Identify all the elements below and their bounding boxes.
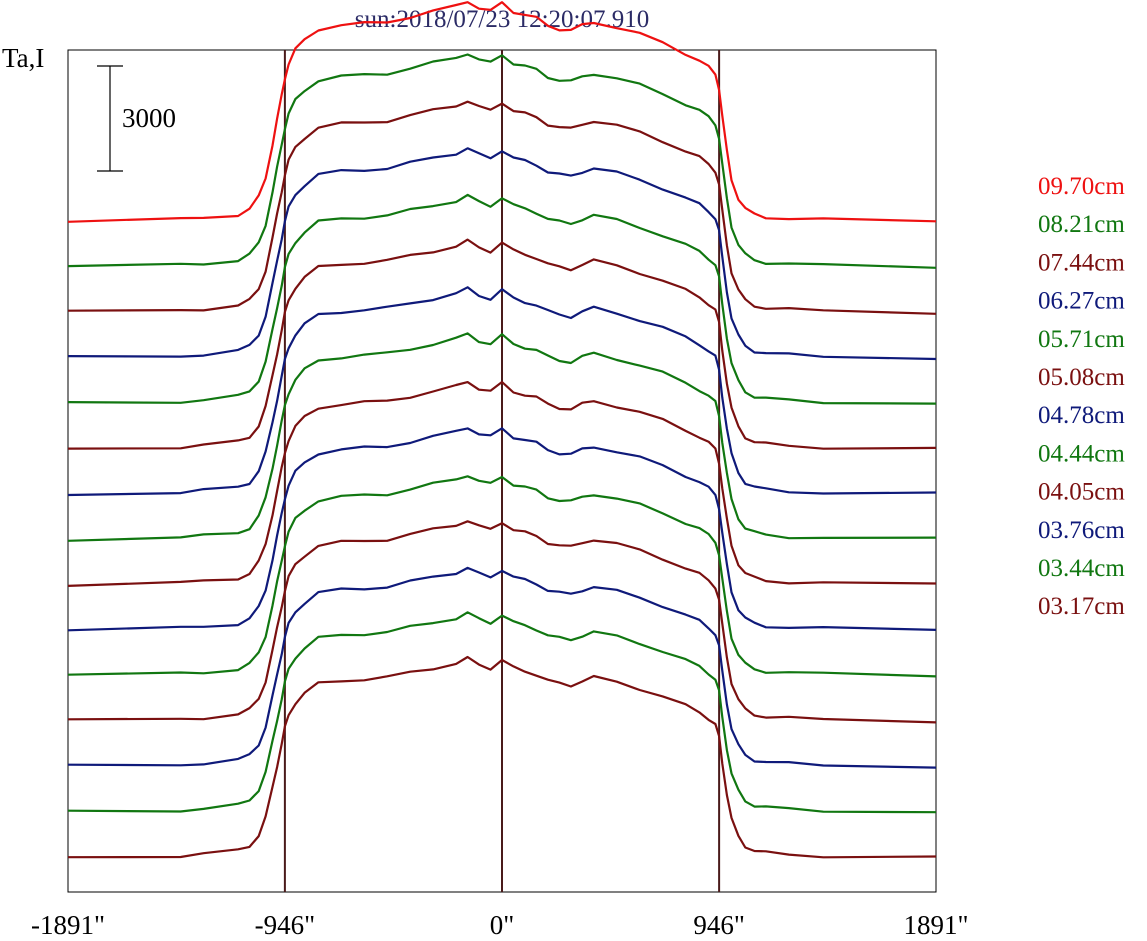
legend-item-04-78cm: 04.78cm: [1038, 402, 1125, 429]
legend-item-06-27cm: 06.27cm: [1038, 288, 1125, 315]
series-line-baseline-2: [67, 566, 937, 769]
series-line-05-71cm: [67, 193, 937, 405]
series-line-baseline-1: [67, 611, 937, 814]
x-tick-label-3: 946": [693, 910, 745, 940]
x-tick-label-0: -1891": [31, 910, 105, 940]
legend-item-04-44cm: 04.44cm: [1038, 440, 1125, 467]
x-tick-label-4: 1891": [903, 910, 968, 940]
legend-item-03-17cm: 03.17cm: [1038, 593, 1125, 620]
series-line-05-08cm: [67, 238, 937, 450]
series-line-06-27cm: [67, 147, 937, 361]
legend-item-03-44cm: 03.44cm: [1038, 555, 1125, 582]
series-line-03-17cm: [67, 520, 937, 724]
scale-bar: 3000: [97, 65, 176, 172]
x-tick-labels: -1891" -946" 0" 946" 1891": [31, 910, 969, 940]
x-tick-label-1: -946": [255, 910, 316, 940]
series-line-09-70cm: [67, 1, 937, 223]
legend-item-08-21cm: 08.21cm: [1038, 211, 1125, 238]
y-axis-label: Ta,I: [2, 43, 44, 73]
legend-item-05-71cm: 05.71cm: [1038, 326, 1125, 353]
legend-item-03-76cm: 03.76cm: [1038, 517, 1125, 544]
series-line-03-44cm: [67, 475, 937, 678]
legend-item-05-08cm: 05.08cm: [1038, 364, 1125, 391]
series-line-08-21cm: [67, 53, 937, 269]
series-line-04-05cm: [67, 380, 937, 587]
series-group: [67, 1, 937, 859]
scale-bar-label: 3000: [122, 103, 176, 133]
legend-item-04-05cm: 04.05cm: [1038, 479, 1125, 506]
series-line-03-76cm: [67, 427, 937, 632]
legend-item-07-44cm: 07.44cm: [1038, 249, 1125, 276]
series-line-04-78cm: [67, 286, 937, 497]
x-tick-label-2: 0": [490, 910, 515, 940]
legend-item-09-70cm: 09.70cm: [1038, 173, 1125, 200]
series-line-04-44cm: [67, 332, 937, 542]
legend: 09.70cm 08.21cm 07.44cm 06.27cm 05.71cm 05.08…: [1038, 173, 1125, 620]
series-line-07-44cm: [67, 100, 937, 315]
vertical-reference-lines: [283, 50, 721, 892]
series-line-baseline-0: [67, 655, 937, 859]
